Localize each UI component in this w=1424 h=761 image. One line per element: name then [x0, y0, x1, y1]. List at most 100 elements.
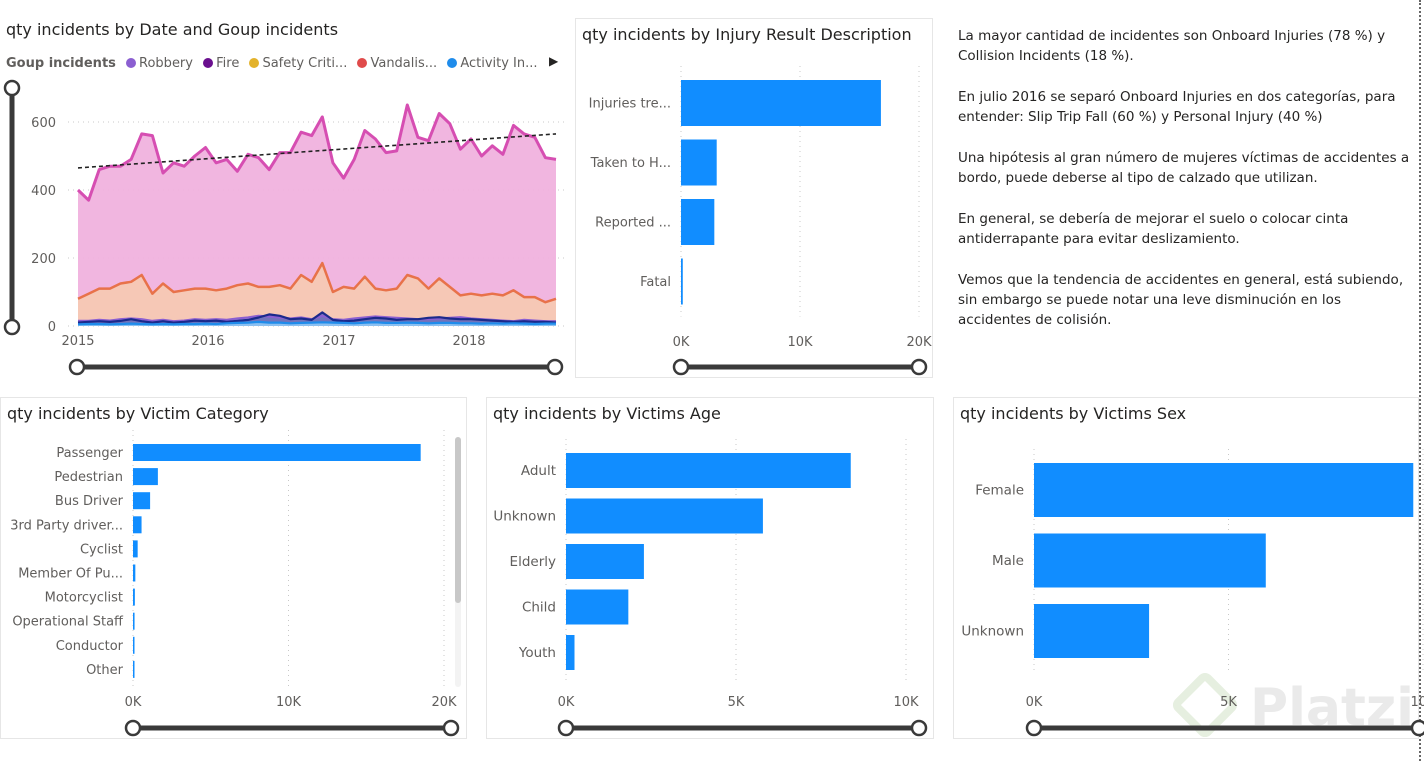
- insight-paragraph: Una hipótesis al gran número de mujeres …: [958, 150, 1410, 186]
- bar[interactable]: [566, 589, 629, 625]
- x-tick-label: 2017: [322, 334, 355, 349]
- bar[interactable]: [133, 540, 138, 558]
- area-onboard-injuries: [78, 105, 556, 326]
- category-label: Cyclist: [80, 542, 123, 557]
- zoom-slider-handle-left[interactable]: [557, 719, 575, 737]
- x-tick-label: 2016: [191, 334, 224, 349]
- x-slider-handle-left[interactable]: [68, 358, 86, 376]
- bar[interactable]: [133, 516, 142, 534]
- legend-dot-icon: [249, 58, 260, 68]
- zoom-slider-handle-left[interactable]: [672, 358, 690, 376]
- zoom-slider-handle-left[interactable]: [1025, 719, 1043, 737]
- category-label: Operational Staff: [12, 615, 124, 630]
- line-activity-incident: [77, 320, 556, 326]
- bar[interactable]: [566, 453, 851, 488]
- category-label: Bus Driver: [55, 494, 124, 509]
- legend-dot-icon: [447, 58, 458, 68]
- x-tick-label: 2018: [452, 334, 485, 349]
- bar[interactable]: [681, 258, 683, 305]
- bar[interactable]: [566, 498, 763, 534]
- bar[interactable]: [133, 492, 151, 510]
- y-tick-label: 200: [31, 252, 56, 267]
- category-label: Pedestrian: [54, 470, 123, 485]
- bar[interactable]: [1034, 604, 1150, 658]
- category-label: Unknown: [493, 509, 556, 525]
- bar[interactable]: [133, 612, 135, 630]
- y-slider-handle-top[interactable]: [3, 79, 21, 97]
- legend-dot-icon: [126, 58, 137, 68]
- legend-dot-icon: [357, 58, 368, 68]
- x-slider-handle-right[interactable]: [546, 358, 564, 376]
- line-collision-incidents: [77, 261, 557, 304]
- trend-line: [77, 133, 557, 169]
- category-label: Taken to H...: [590, 156, 671, 171]
- bar[interactable]: [1034, 533, 1266, 588]
- victim-category-scroll-thumb[interactable]: [455, 437, 461, 603]
- insight-paragraph: La mayor cantidad de incidentes son Onbo…: [958, 28, 1386, 64]
- bar[interactable]: [133, 444, 421, 461]
- date-chart-title: qty incidents by Date and Goup incidents: [6, 20, 339, 39]
- category-label: Adult: [521, 463, 556, 479]
- x-tick-label: 2015: [61, 334, 94, 349]
- x-tick-label: 10K: [893, 695, 919, 710]
- legend: Goup incidents Robbery Fire Safety Criti…: [6, 56, 544, 71]
- x-tick-label: 10K: [1410, 695, 1424, 710]
- legend-item-vandalism[interactable]: Vandalis...: [357, 56, 437, 71]
- category-label: Youth: [518, 645, 556, 661]
- insight-paragraph: Vemos que la tendencia de accidentes en …: [958, 272, 1404, 328]
- victim-category-title: qty incidents by Victim Category: [7, 404, 269, 423]
- legend-dot-icon: [203, 58, 214, 68]
- bar[interactable]: [681, 80, 881, 126]
- category-label: 3rd Party driver...: [10, 518, 123, 533]
- page-edge-divider: [1419, 0, 1421, 761]
- insight-paragraph: En general, se debería de mejorar el sue…: [958, 211, 1349, 247]
- legend-next-arrow-icon[interactable]: ▶: [549, 54, 559, 68]
- bar[interactable]: [133, 660, 135, 678]
- zoom-slider-handle-right[interactable]: [910, 358, 928, 376]
- zoom-slider-handle-left[interactable]: [124, 719, 142, 737]
- legend-title: Goup incidents: [6, 56, 116, 71]
- category-label: Female: [975, 483, 1024, 499]
- area-collision-incidents: [78, 263, 556, 326]
- zoom-slider-handle-right[interactable]: [1410, 719, 1424, 737]
- legend-item-robbery[interactable]: Robbery: [126, 56, 193, 71]
- category-label: Other: [86, 663, 124, 678]
- category-label: Fatal: [640, 275, 671, 290]
- category-label: Motorcyclist: [45, 591, 123, 606]
- injury-chart-title: qty incidents by Injury Result Descripti…: [582, 25, 912, 44]
- line-fire: [77, 311, 557, 324]
- x-tick-label: 10K: [276, 695, 302, 710]
- zoom-slider-handle-right[interactable]: [910, 719, 928, 737]
- y-tick-label: 400: [31, 184, 56, 199]
- x-tick-label: 10K: [787, 335, 813, 350]
- y-slider-handle-bottom[interactable]: [3, 318, 21, 336]
- bar[interactable]: [133, 636, 135, 654]
- bar[interactable]: [133, 588, 135, 606]
- x-tick-label: 0K: [673, 335, 690, 350]
- zoom-slider-handle-right[interactable]: [442, 719, 460, 737]
- category-label: Conductor: [56, 639, 124, 654]
- victims-sex-title: qty incidents by Victims Sex: [960, 404, 1187, 423]
- x-tick-label: 20K: [906, 335, 932, 350]
- legend-item-safety[interactable]: Safety Criti...: [249, 56, 347, 71]
- bar[interactable]: [681, 199, 715, 245]
- bar[interactable]: [1034, 463, 1414, 517]
- y-tick-label: 600: [31, 116, 56, 131]
- category-label: Member Of Pu...: [18, 567, 123, 582]
- bar[interactable]: [133, 564, 136, 582]
- line-onboard-injuries: [76, 103, 557, 202]
- injury-chart-panel: qty incidents by Injury Result Descripti…: [575, 18, 933, 378]
- bar[interactable]: [566, 635, 575, 670]
- category-label: Reported ...: [595, 216, 671, 231]
- bar[interactable]: [681, 139, 717, 186]
- y-tick-label: 0: [48, 320, 56, 335]
- bar[interactable]: [133, 468, 158, 486]
- bar[interactable]: [566, 544, 644, 579]
- legend-item-activity[interactable]: Activity In...: [447, 56, 538, 71]
- x-tick-label: 0K: [558, 695, 575, 710]
- legend-item-fire[interactable]: Fire: [203, 56, 239, 71]
- x-tick-label: 5K: [1220, 695, 1237, 710]
- category-label: Passenger: [56, 446, 123, 461]
